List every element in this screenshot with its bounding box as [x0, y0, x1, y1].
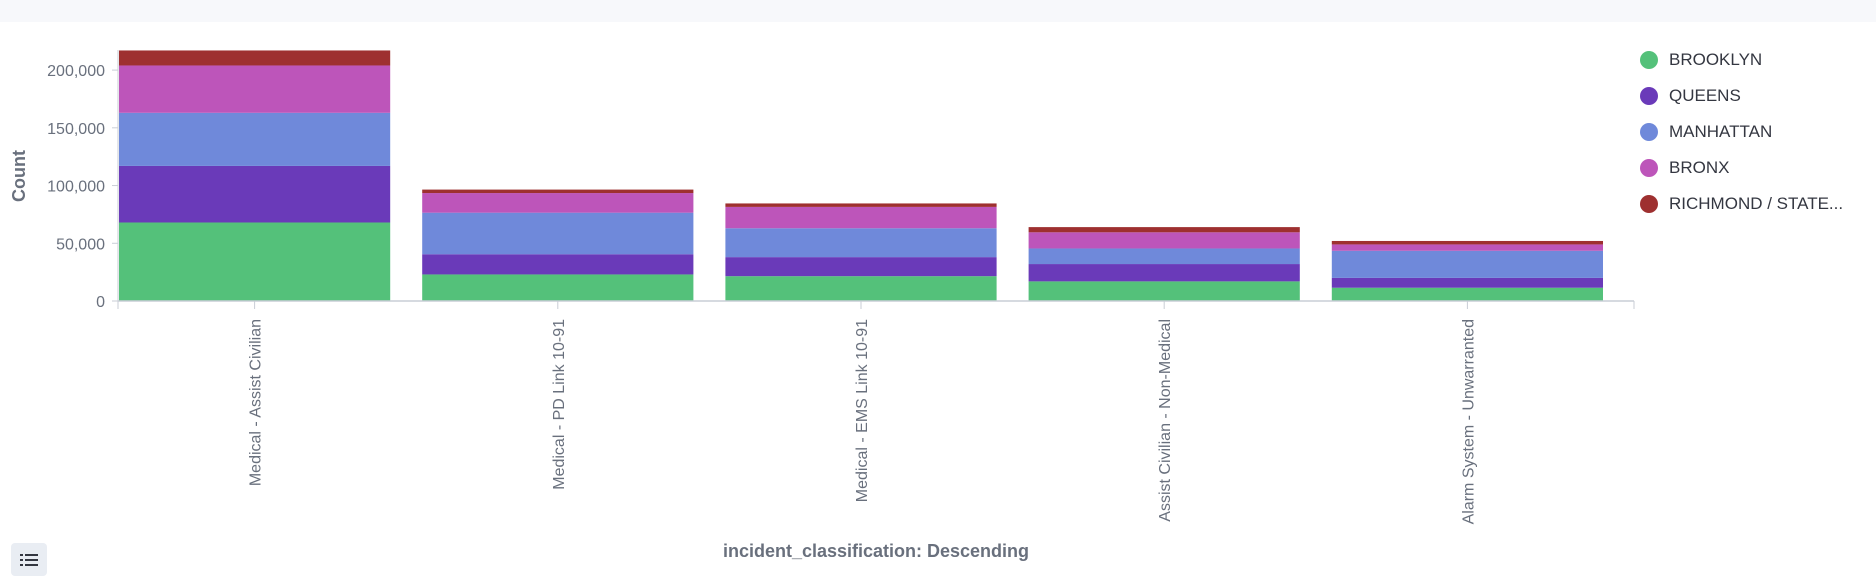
legend-item[interactable]: RICHMOND / STATE... [1640, 186, 1876, 222]
bar-segment-bronx-2[interactable] [725, 206, 997, 229]
x-tick-label: Medical - PD Link 10-91 [551, 319, 568, 490]
chart-legend: BROOKLYN QUEENS MANHATTAN BRONX RICHMOND / S… [1640, 42, 1876, 222]
bar-segment-richmond-state-0[interactable] [119, 50, 391, 66]
legend-item[interactable]: MANHATTAN [1640, 114, 1876, 150]
bar-segment-queens-4[interactable] [1331, 277, 1603, 288]
bar-segment-queens-2[interactable] [725, 257, 997, 277]
legend-label: MANHATTAN [1669, 122, 1773, 141]
legend-swatch [1640, 123, 1658, 141]
legend-swatch [1640, 51, 1658, 69]
bar-segment-queens-1[interactable] [422, 254, 694, 275]
bar-segment-richmond-state-3[interactable] [1028, 227, 1300, 233]
bar-segment-brooklyn-2[interactable] [725, 276, 997, 301]
top-bar [0, 0, 1876, 22]
y-tick-label: 150,000 [47, 121, 105, 138]
bar-segment-bronx-0[interactable] [119, 65, 391, 113]
bar-segment-manhattan-2[interactable] [725, 228, 997, 258]
bar-segment-richmond-state-2[interactable] [725, 203, 997, 207]
legend-item[interactable]: BRONX [1640, 150, 1876, 186]
x-axis-title: incident_classification: Descending [723, 541, 1029, 561]
legend-toggle-button[interactable] [11, 543, 47, 576]
bar-segment-brooklyn-3[interactable] [1028, 281, 1300, 301]
legend-swatch [1640, 87, 1658, 105]
y-axis-ticks: 0 50,000 100,000 150,000 200,000 [47, 63, 118, 311]
legend-item[interactable]: BROOKLYN [1640, 42, 1876, 78]
y-axis-title: Count [9, 150, 29, 202]
y-tick-label: 0 [96, 294, 105, 311]
legend-item[interactable]: QUEENS [1640, 78, 1876, 114]
y-tick-label: 50,000 [56, 236, 105, 253]
list-icon [20, 553, 38, 566]
bar-segment-manhattan-3[interactable] [1028, 248, 1300, 265]
legend-label: QUEENS [1669, 86, 1741, 105]
bar-segment-queens-0[interactable] [119, 165, 391, 223]
bars-layer [119, 50, 1603, 301]
bar-segment-manhattan-1[interactable] [422, 212, 694, 255]
legend-label: RICHMOND / STATE... [1669, 194, 1844, 213]
x-tick-label: Alarm System - Unwarranted [1460, 319, 1477, 524]
x-tick-label: Assist Civilian - Non-Medical [1157, 319, 1174, 522]
bar-segment-bronx-3[interactable] [1028, 232, 1300, 249]
y-tick-label: 200,000 [47, 63, 105, 80]
legend-label: BROOKLYN [1669, 50, 1763, 69]
bar-segment-brooklyn-1[interactable] [422, 274, 694, 301]
bar-segment-brooklyn-4[interactable] [1331, 287, 1603, 301]
bar-segment-brooklyn-0[interactable] [119, 222, 391, 301]
bar-segment-manhattan-0[interactable] [119, 112, 391, 166]
x-tick-label: Medical - EMS Link 10-91 [854, 319, 871, 502]
legend-label: BRONX [1669, 158, 1730, 177]
x-axis-ticks: Medical - Assist Civilian Medical - PD Li… [117, 301, 1635, 524]
x-tick-label: Medical - Assist Civilian [248, 319, 265, 486]
legend-swatch [1640, 159, 1658, 177]
legend-swatch [1640, 195, 1658, 213]
bar-segment-richmond-state-1[interactable] [422, 189, 694, 194]
bar-segment-richmond-state-4[interactable] [1331, 240, 1603, 245]
bar-segment-bronx-1[interactable] [422, 193, 694, 213]
bar-segment-bronx-4[interactable] [1331, 244, 1603, 251]
bar-segment-manhattan-4[interactable] [1331, 250, 1603, 278]
bar-segment-queens-3[interactable] [1028, 264, 1300, 282]
y-tick-label: 100,000 [47, 179, 105, 196]
